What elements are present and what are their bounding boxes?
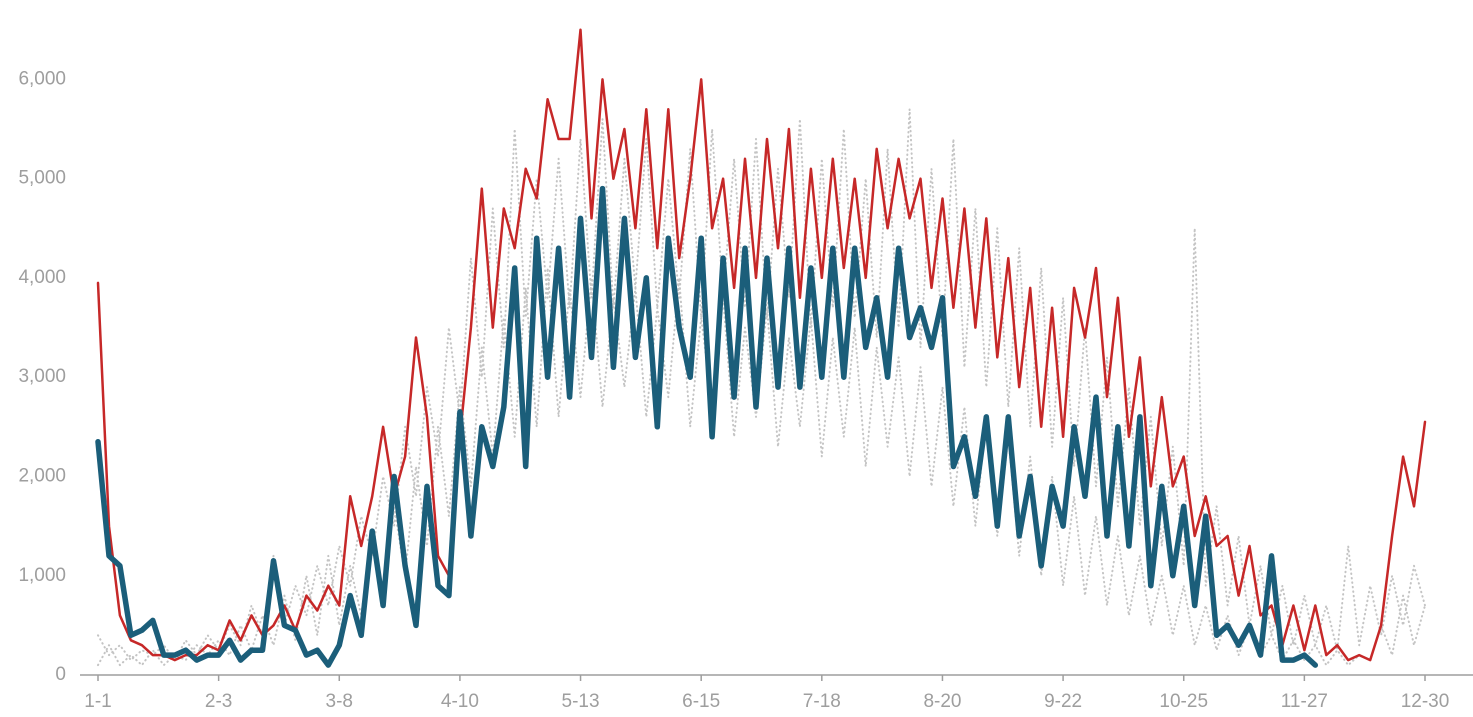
y-tick-label: 2,000: [18, 465, 66, 486]
y-tick-label: 6,000: [18, 68, 66, 89]
y-tick-label: 5,000: [18, 168, 66, 189]
line: [96, 28, 1427, 662]
y-tick-label: 0: [55, 664, 66, 685]
label-layer: 0 1,000 2,000 3,000 4,000 5,000 6,000 1-1 2-3 3-8…: [18, 68, 1449, 712]
x-tick-label: 3-8: [326, 691, 353, 712]
x-tick-label: 6-15: [682, 691, 720, 712]
x-tick-label: 7-18: [803, 691, 841, 712]
y-tick-label: 4,000: [18, 267, 66, 288]
dotted-line: [97, 108, 1426, 662]
x-tick-label: 5-13: [562, 691, 600, 712]
x-tick-label: 10-25: [1159, 691, 1208, 712]
x-tick-label: 2-3: [205, 691, 232, 712]
line: [95, 185, 1319, 668]
x-tick-label: 11-27: [1281, 691, 1328, 712]
x-tick-label: 9-22: [1044, 691, 1082, 712]
x-tick-label: 12-30: [1401, 691, 1450, 712]
series-layer: [95, 28, 1427, 668]
x-tick-label: 4-10: [441, 691, 479, 712]
x-tick-label: 1-1: [84, 691, 111, 712]
x-tick-label: 8-20: [923, 691, 961, 712]
y-tick-label: 3,000: [18, 366, 66, 387]
y-tick-label: 1,000: [18, 565, 66, 586]
